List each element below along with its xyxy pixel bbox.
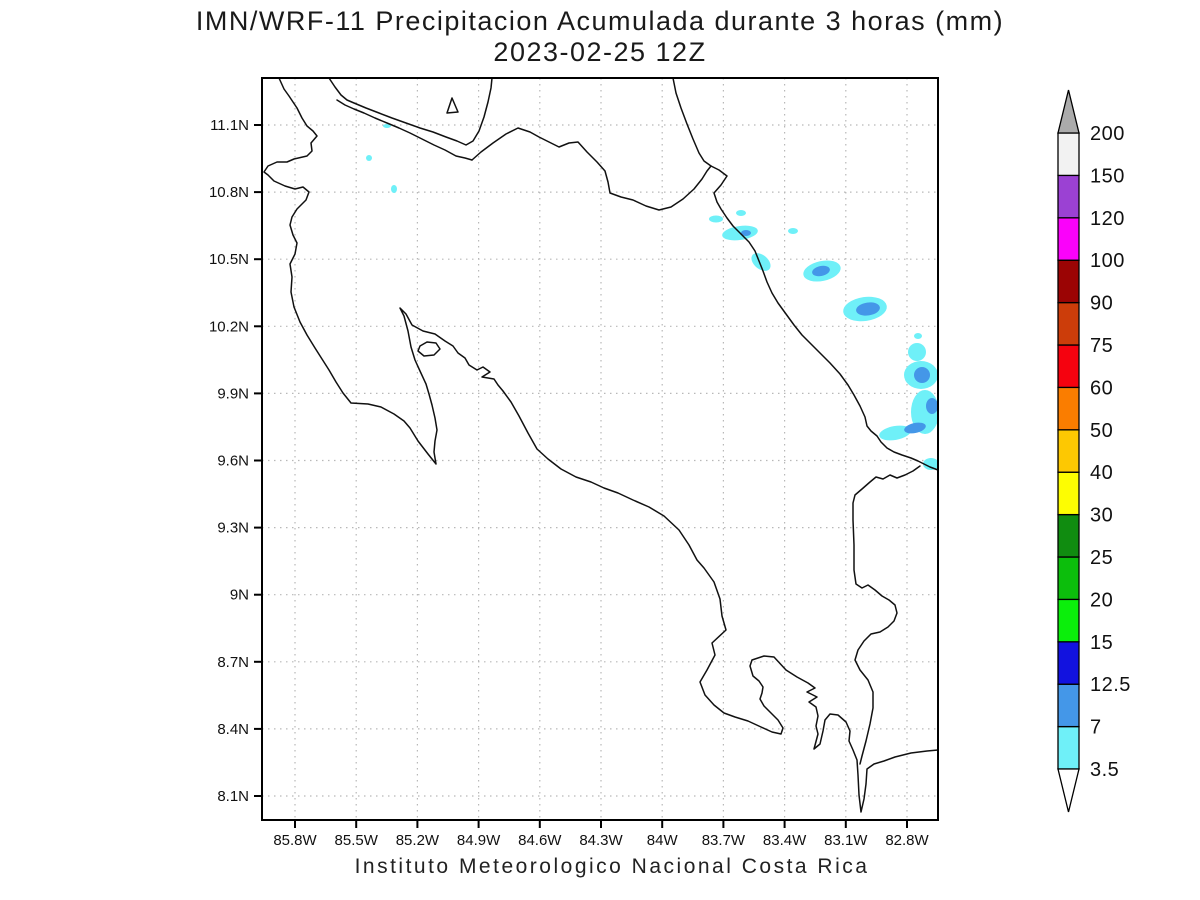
precip-cell-medium <box>812 265 830 277</box>
colorbar-level-label: 90 <box>1090 293 1113 315</box>
precip-cell-light <box>391 185 397 193</box>
precip-cell-light <box>879 425 911 441</box>
colorbar-level-label: 12.5 <box>1090 674 1131 696</box>
precip-cell-light <box>366 155 372 161</box>
lat-tick-label: 9N <box>230 587 249 604</box>
lat-tick-label: 8.7N <box>217 654 249 671</box>
axis-ticks <box>254 124 908 828</box>
colorbar-box <box>1057 513 1080 558</box>
coastline-layer <box>263 77 939 813</box>
precipitation-shading <box>366 124 937 470</box>
lat-tick-label: 10.5N <box>209 251 249 268</box>
colorbar-level-label: 7 <box>1090 717 1102 739</box>
colorbar-level-label: 30 <box>1090 505 1113 527</box>
colorbar-box <box>1057 174 1080 219</box>
chira-island <box>417 341 441 357</box>
lon-tick-label: 84W <box>647 832 679 849</box>
lon-tick-label: 85.5W <box>335 832 379 849</box>
lat-tick-label: 10.2N <box>209 318 249 335</box>
precip-cell-medium <box>914 367 930 383</box>
colorbar-labels: 3.5 7 12.5 15 20 25 30 40 50 60 75 90 100 120 150 200 <box>1090 123 1131 781</box>
colorbar-level-label: 75 <box>1090 335 1113 357</box>
colorbar-box <box>1057 386 1080 431</box>
coastline-pacific-costa-rica <box>263 77 939 813</box>
border-panama <box>852 465 921 765</box>
colorbar-box <box>1057 683 1080 728</box>
colorbar-level-label: 3.5 <box>1090 759 1119 781</box>
colorbar-level-label: 50 <box>1090 420 1113 442</box>
colorbar-under-arrow <box>1057 768 1080 813</box>
precip-cell-light <box>751 253 771 271</box>
colorbar-level-label: 25 <box>1090 547 1113 569</box>
lon-tick-label: 82.8W <box>885 832 929 849</box>
precip-cell-light <box>383 124 391 128</box>
lon-tick-label: 83.4W <box>763 832 807 849</box>
precip-cell-light <box>788 228 798 234</box>
colorbar-over-arrow <box>1057 89 1080 134</box>
institution-caption: Instituto Meteorologico Nacional Costa R… <box>354 855 870 878</box>
precip-cell-light <box>923 458 937 470</box>
map-frame <box>261 77 939 821</box>
precip-cell-light <box>914 333 922 339</box>
precip-cell-light <box>908 343 926 361</box>
precip-cell-medium <box>904 422 926 434</box>
colorbar-level-label: 150 <box>1090 165 1125 187</box>
lon-tick-label: 84.3W <box>579 832 623 849</box>
colorbar-level-label: 200 <box>1090 123 1125 145</box>
lake-nicaragua-north-shore <box>328 77 493 146</box>
axis-labels: 11.1N 10.8N 10.5N 10.2N 9.9N 9.6N 9.3N 9N 8.7N 8.… <box>209 117 930 849</box>
precip-cell-medium <box>741 230 751 236</box>
lon-tick-label: 85.2W <box>396 832 440 849</box>
lat-tick-label: 11.1N <box>210 117 249 134</box>
colorbar-box <box>1057 556 1080 601</box>
colorbar-box <box>1057 641 1080 685</box>
lat-tick-label: 8.4N <box>217 721 249 738</box>
colorbar-box <box>1057 301 1080 346</box>
lat-tick-label: 9.6N <box>217 453 249 470</box>
lake-island <box>446 97 459 114</box>
colorbar-level-label: 15 <box>1090 632 1113 654</box>
colorbar-box <box>1057 725 1080 770</box>
lon-tick-label: 84.9W <box>457 832 501 849</box>
colorbar-box <box>1057 471 1080 516</box>
lon-tick-label: 84.6W <box>518 832 562 849</box>
precip-cell-light <box>709 215 723 223</box>
lon-tick-label: 83.1W <box>824 832 868 849</box>
lon-tick-label: 83.7W <box>702 832 746 849</box>
page-title: IMN/WRF-11 Precipitacion Acumulada duran… <box>195 6 1005 36</box>
page-subtitle-datetime: 2023-02-25 12Z <box>493 37 707 67</box>
colorbar-box <box>1057 132 1080 177</box>
colorbar-box <box>1057 259 1080 304</box>
colorbar-level-label: 40 <box>1090 462 1113 484</box>
lake-nicaragua-south-shore <box>336 99 473 161</box>
colorbar-box <box>1057 217 1080 261</box>
colorbar-box <box>1057 429 1080 473</box>
border-nicaragua <box>471 127 712 211</box>
lat-tick-label: 9.9N <box>217 385 249 402</box>
colorbar <box>1057 89 1080 813</box>
precip-cell-light <box>736 210 746 216</box>
coastline-caribbean <box>672 77 939 471</box>
precip-cell-medium <box>926 398 937 414</box>
colorbar-level-label: 20 <box>1090 589 1113 611</box>
lat-lon-gridlines <box>262 78 938 820</box>
colorbar-level-label: 60 <box>1090 377 1113 399</box>
lat-tick-label: 9.3N <box>217 520 249 537</box>
lat-tick-label: 10.8N <box>209 184 249 201</box>
lon-tick-label: 85.8W <box>273 832 317 849</box>
colorbar-box <box>1057 598 1080 643</box>
colorbar-box <box>1057 344 1080 389</box>
precip-cell-medium <box>856 302 880 316</box>
colorbar-level-label: 100 <box>1090 250 1125 272</box>
lat-tick-label: 8.1N <box>217 788 249 805</box>
colorbar-level-label: 120 <box>1090 208 1125 230</box>
